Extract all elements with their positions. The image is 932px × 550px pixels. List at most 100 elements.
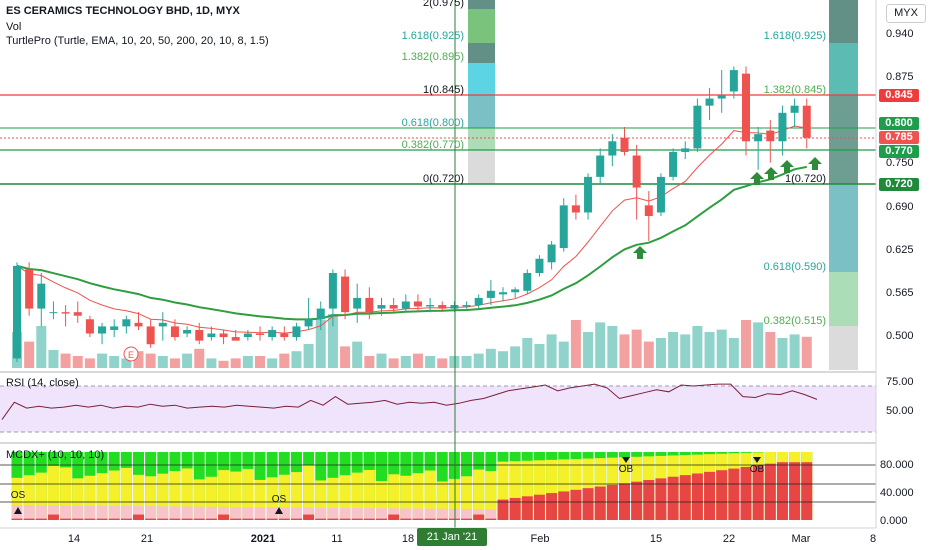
mcdx-hotmoney-bar [546,459,558,520]
mcdx-bar [461,518,473,520]
volume-bar [267,358,278,368]
volume-bar [291,351,302,368]
indicator-legend[interactable]: TurtlePro (Turtle, EMA, 10, 20, 50, 200,… [6,35,269,47]
mcdx-bar [133,514,144,520]
mcdx-bar [363,518,375,520]
candle-body [328,273,337,309]
price-tick: 0.565 [886,287,914,299]
currency-button[interactable]: MYX [886,4,926,23]
mcdx-hotmoney-bar [47,465,59,520]
volume-bar [327,314,338,368]
mcdx-hotmoney-bar [169,471,181,520]
mcdx-retail-bar [363,508,375,520]
mcdx-retail-bar [47,505,59,520]
candle-body [717,95,726,99]
volume-bar [461,356,472,368]
volume-bar [352,341,363,368]
candle-body [195,329,204,341]
mcdx-hotmoney-bar [521,460,533,520]
volume-bar [145,353,156,368]
mcdx-retail-bar [242,507,254,520]
candle-body [693,105,702,149]
earnings-event-icon [123,346,139,362]
candle-body [98,326,107,334]
fib-zone [468,43,495,63]
candle-body [122,319,131,327]
mcdx-hotmoney-bar [266,477,278,520]
mcdx-hotmoney-bar [376,480,387,520]
mcdx-signal-label: OB [619,464,634,475]
buy-arrow-icon [780,160,794,173]
volume-legend[interactable]: Vol [6,21,22,33]
oversold-marker-icon [275,507,283,514]
fib-zone [829,272,858,326]
mcdx-hotmoney-bar [558,459,570,520]
mcdx-retail-bar [108,505,120,520]
buy-arrow-icon [764,167,778,180]
mcdx-legend[interactable]: MCDX+ (10, 10, 10) [6,449,105,461]
mcdx-hotmoney-bar [278,474,290,520]
candle-body [389,305,398,309]
mcdx-hotmoney-bar [11,477,23,520]
time-label: 14 [67,533,81,545]
mcdx-bar [643,480,655,520]
candle-body [778,112,787,142]
mcdx-hotmoney-bar [570,458,582,520]
mcdx-hotmoney-bar [157,473,169,520]
mcdx-retail-bar [315,507,327,520]
volume-bar [194,348,205,368]
volume-bar [546,334,557,368]
candle-body [620,137,629,152]
candle-body [438,305,447,309]
buy-arrow-icon [808,157,822,170]
mcdx-hotmoney-bar [254,479,266,520]
volume-bar [680,334,691,368]
volume-bar [692,326,703,368]
candle-body [353,297,362,309]
candle-body [584,176,593,213]
mcdx-bar [521,496,533,520]
ema-lines [16,125,807,334]
candle-body [377,305,386,309]
candle-body [499,292,507,295]
candle-body [426,305,435,307]
fib-zone [468,128,495,150]
mcdx-hotmoney-bar [461,476,473,520]
volume-bar [534,344,545,368]
volume-bar [473,353,484,368]
time-label: Feb [530,533,550,545]
symbol-title[interactable]: ES CERAMICS TECHNOLOGY BHD, 1D, MYX [6,5,240,17]
fib-zone [468,63,495,95]
fib-level-label: 1.382(0.895) [402,51,464,63]
mcdx-bar [679,475,691,520]
mcdx-hotmoney-bar [412,473,424,520]
volume-bar [230,358,241,368]
candle-body [669,151,678,177]
mcdx-retail-bar [278,507,290,520]
mcdx-hotmoney-bar [339,475,351,520]
volume-bar [72,356,83,368]
candle-body [231,337,240,341]
mcdx-tick: 0.000 [880,515,908,527]
mcdx-bar [266,518,278,520]
candle-body [61,312,70,314]
mcdx-hotmoney-bar [448,478,460,520]
rsi-legend[interactable]: RSI (14, close) [6,377,79,389]
volume-bar [777,338,788,368]
mcdx-retail-bar [412,508,424,520]
mcdx-hotmoney-bar [436,481,448,520]
mcdx-bar [157,518,169,520]
fib-level-label: 1(0.720) [785,173,826,185]
volume-bar [242,356,253,368]
mcdx-bar [667,476,679,520]
fib-zones [468,0,858,370]
mcdx-hotmoney-bar [242,468,254,520]
mcdx-bar [72,518,84,520]
mcdx-hotmoney-bar [108,470,120,520]
candle-body [304,319,313,327]
price-badge-770: 0.770 [879,145,919,158]
fib-zone [468,9,495,43]
mcdx-bar [230,518,242,520]
volume-bar [607,326,618,368]
